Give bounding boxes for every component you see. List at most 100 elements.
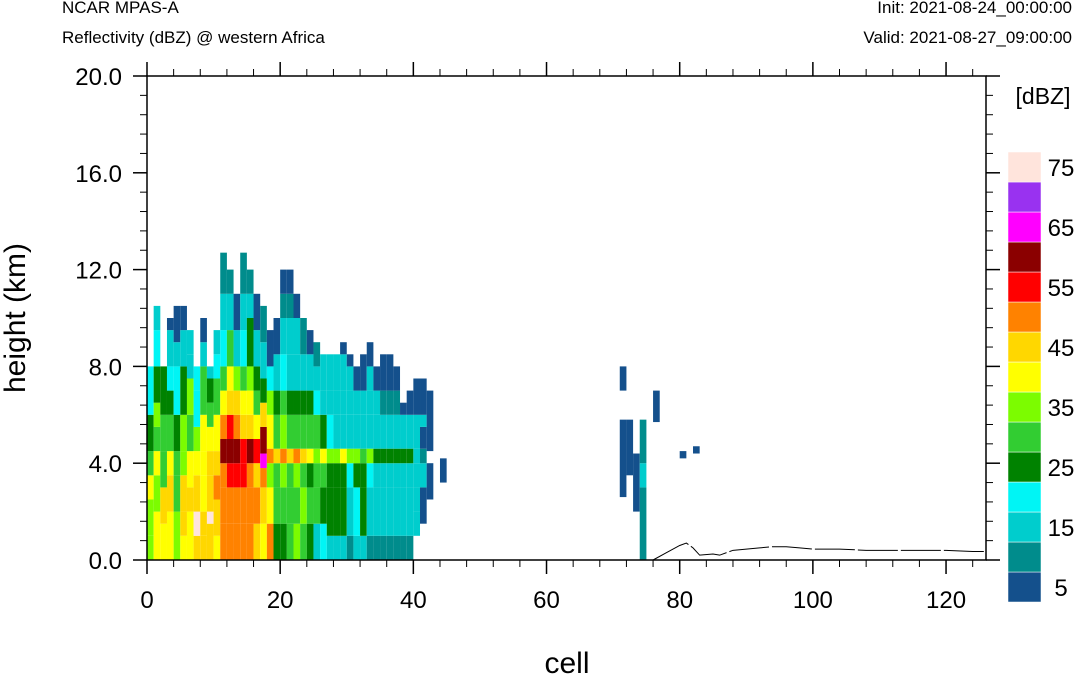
heatmap-cell — [180, 366, 187, 415]
x-tick-label: 80 — [666, 587, 693, 614]
plot-border — [146, 75, 987, 561]
heatmap-cell — [226, 414, 234, 439]
heatmap-cell — [280, 318, 287, 355]
heatmap-cell — [233, 330, 241, 367]
heatmap-cell — [286, 354, 294, 391]
heatmap-cell — [420, 448, 427, 464]
heatmap-cell — [147, 535, 154, 560]
plot-subtitle: Reflectivity (dBZ) @ western Africa — [62, 28, 325, 47]
heatmap-cell — [366, 390, 374, 415]
heatmap-cell — [253, 330, 261, 367]
heatmap-cell — [400, 448, 407, 464]
heatmap-cell — [233, 390, 241, 415]
heatmap-cell — [206, 511, 214, 524]
heatmap-cell — [413, 511, 421, 536]
heatmap-cell — [186, 451, 194, 488]
heatmap-cell — [153, 402, 161, 427]
heatmap-cell — [366, 487, 374, 536]
heatmap-cell — [200, 475, 207, 512]
heatmap-cell — [246, 390, 254, 415]
heatmap-cell — [360, 463, 367, 488]
heatmap-cell — [320, 448, 327, 464]
heatmap-cell — [333, 463, 341, 488]
heatmap-cell — [240, 439, 247, 464]
y-tick-label: 12.0 — [75, 258, 122, 285]
heatmap-cell — [240, 414, 247, 439]
heatmap-cell — [366, 342, 374, 367]
heatmap-cell — [380, 535, 387, 560]
heatmap-cell — [273, 463, 281, 488]
heatmap-cell — [300, 487, 307, 524]
heatmap-cell — [213, 451, 221, 476]
y-tick-label: 8.0 — [89, 354, 122, 381]
heatmap-cell — [393, 448, 401, 464]
heatmap-cell — [313, 448, 321, 464]
heatmap-cell — [353, 448, 361, 464]
heatmap-cell — [180, 305, 187, 331]
heatmap-cell — [286, 523, 294, 560]
heatmap-cell — [326, 487, 334, 536]
heatmap-cell — [340, 414, 347, 449]
heatmap-cell — [213, 330, 221, 355]
heatmap-cell — [393, 463, 401, 488]
heatmap-cell — [286, 269, 294, 294]
heatmap-cell — [233, 293, 241, 331]
heatmap-cell — [306, 414, 314, 449]
heatmap-cell — [366, 414, 374, 449]
heatmap-cell — [293, 318, 301, 355]
heatmap-cell — [386, 414, 394, 449]
heatmap-cell — [253, 293, 261, 331]
heatmap-cell — [260, 487, 267, 524]
heatmap-cell — [206, 402, 214, 427]
heatmap-cell — [266, 448, 274, 464]
heatmap-cell — [280, 354, 287, 391]
heatmap-cells — [147, 252, 700, 560]
heatmap-cell — [200, 414, 207, 452]
heatmap-cell — [366, 463, 374, 488]
heatmap-cell — [220, 463, 227, 488]
heatmap-cell — [240, 330, 247, 367]
colorbar-units: [dBZ] — [1016, 83, 1071, 109]
heatmap-cell — [286, 318, 294, 355]
heatmap-cell — [166, 390, 174, 415]
heatmap-cell — [273, 448, 281, 464]
heatmap-cell — [147, 475, 154, 500]
heatmap-cell — [333, 487, 341, 536]
heatmap-cell — [180, 451, 187, 476]
heatmap-cell — [400, 487, 407, 536]
colorbar-swatch — [1007, 241, 1042, 273]
heatmap-cell — [233, 414, 241, 439]
heatmap-cell — [679, 451, 687, 459]
heatmap-cell — [360, 414, 367, 449]
heatmap-cell — [193, 535, 201, 560]
heatmap-cell — [406, 463, 414, 488]
heatmap-cell — [280, 487, 287, 524]
colorbar-label: 5 — [1054, 575, 1067, 602]
model-title: NCAR MPAS-A — [62, 0, 179, 17]
heatmap-cell — [280, 448, 287, 464]
heatmap-cell — [326, 463, 334, 488]
heatmap-cell — [306, 354, 314, 391]
colorbar-label: 55 — [1048, 275, 1075, 302]
heatmap-cell — [253, 463, 261, 488]
heatmap-cell — [246, 293, 254, 318]
x-tick-label: 100 — [793, 587, 833, 614]
heatmap-cell — [293, 390, 301, 415]
colorbar-swatch — [1007, 421, 1042, 453]
heatmap-cell — [220, 487, 227, 524]
heatmap-cell — [153, 330, 161, 367]
heatmap-cell — [400, 414, 407, 449]
heatmap-cell — [380, 463, 387, 488]
heatmap-cell — [380, 390, 387, 415]
heatmap-cell — [206, 451, 214, 476]
colorbar-label: 35 — [1048, 395, 1075, 422]
heatmap-cell — [426, 390, 434, 452]
heatmap-cell — [213, 354, 221, 379]
heatmap-cell — [246, 318, 254, 367]
heatmap-cell — [400, 535, 407, 560]
heatmap-cell — [340, 535, 347, 560]
heatmap-cell — [180, 511, 187, 536]
heatmap-cell — [306, 523, 314, 560]
heatmap-cell — [333, 535, 341, 560]
heatmap-cell — [300, 414, 307, 449]
